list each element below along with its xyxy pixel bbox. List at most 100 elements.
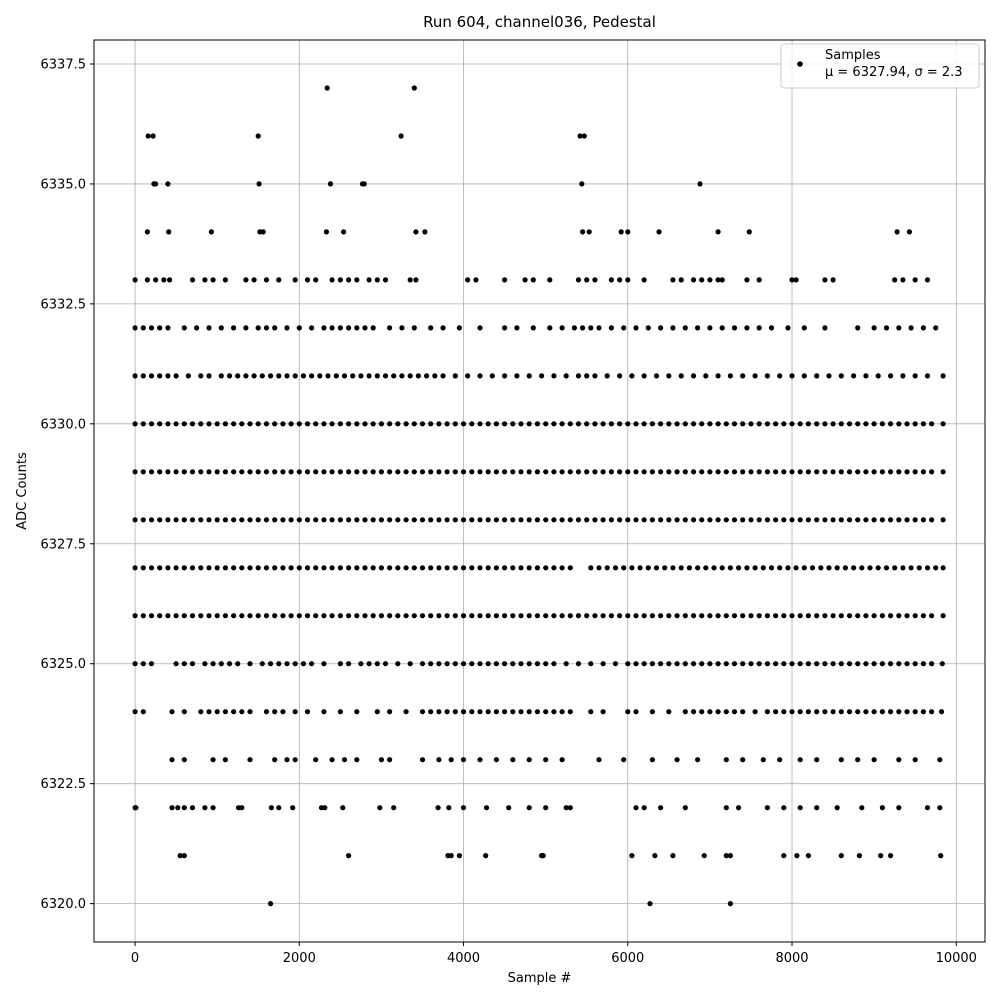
- data-point: [362, 613, 368, 619]
- data-point: [543, 565, 549, 571]
- data-point: [526, 613, 532, 619]
- data-point: [354, 709, 360, 715]
- data-point: [575, 517, 582, 523]
- data-point: [436, 613, 442, 619]
- data-point: [452, 709, 458, 715]
- data-point: [140, 565, 146, 571]
- data-point: [206, 517, 212, 523]
- data-point: [210, 757, 216, 763]
- data-point: [222, 613, 228, 619]
- data-point: [239, 709, 245, 715]
- data-point: [592, 469, 598, 475]
- data-point: [341, 757, 348, 763]
- data-point: [239, 517, 245, 523]
- x-tick-label: 2000: [283, 951, 316, 966]
- data-point: [296, 613, 302, 619]
- data-point: [838, 517, 844, 523]
- data-point: [181, 421, 187, 427]
- data-point: [210, 805, 216, 811]
- data-point: [682, 421, 688, 427]
- data-point: [682, 469, 688, 475]
- data-point: [633, 661, 639, 667]
- data-point: [502, 565, 508, 571]
- data-point: [894, 229, 900, 235]
- data-point: [362, 517, 368, 523]
- data-point: [354, 613, 360, 619]
- data-point: [263, 709, 270, 715]
- data-point: [846, 421, 853, 427]
- data-point: [222, 709, 228, 715]
- data-point: [764, 517, 771, 523]
- data-point: [814, 661, 820, 667]
- data-point: [699, 517, 705, 523]
- data-point: [834, 805, 840, 811]
- data-point: [354, 757, 360, 763]
- data-point: [682, 661, 688, 667]
- data-point: [337, 709, 343, 715]
- data-point: [586, 229, 592, 235]
- data-point: [740, 661, 746, 667]
- data-point: [805, 661, 812, 667]
- data-point: [337, 517, 343, 523]
- data-point: [296, 469, 302, 475]
- data-point: [460, 661, 467, 667]
- data-point: [633, 325, 639, 331]
- y-tick-label: 6337.5: [41, 57, 87, 72]
- data-point: [214, 421, 220, 427]
- data-point: [789, 469, 795, 475]
- data-point: [846, 613, 853, 619]
- data-point: [567, 613, 573, 619]
- data-point: [580, 229, 586, 235]
- data-point: [764, 421, 771, 427]
- data-point: [300, 373, 306, 379]
- data-point: [625, 517, 631, 523]
- data-point: [276, 805, 282, 811]
- data-point: [304, 613, 311, 619]
- data-point: [863, 517, 869, 523]
- data-point: [165, 181, 171, 187]
- data-point: [645, 565, 651, 571]
- data-point: [658, 805, 664, 811]
- data-point: [181, 757, 187, 763]
- data-point: [846, 469, 853, 475]
- data-point: [534, 661, 541, 667]
- data-point: [181, 517, 187, 523]
- data-point: [625, 709, 631, 715]
- data-point: [518, 709, 524, 715]
- data-point: [596, 757, 602, 763]
- data-point: [346, 517, 352, 523]
- data-point: [871, 325, 877, 331]
- data-point: [863, 469, 869, 475]
- data-point: [703, 373, 709, 379]
- data-point: [740, 709, 746, 715]
- data-point: [912, 613, 918, 619]
- data-point: [419, 421, 426, 427]
- data-point: [789, 709, 795, 715]
- data-point: [395, 421, 401, 427]
- data-point: [682, 805, 688, 811]
- data-point: [805, 613, 812, 619]
- data-point: [534, 469, 541, 475]
- data-point: [148, 517, 155, 523]
- data-point: [226, 661, 233, 667]
- data-point: [337, 613, 343, 619]
- data-point: [608, 469, 615, 475]
- data-point: [892, 277, 898, 283]
- data-point: [534, 613, 541, 619]
- data-point: [608, 517, 615, 523]
- data-point: [165, 373, 171, 379]
- data-point: [781, 853, 787, 859]
- data-point: [929, 469, 935, 475]
- data-point: [222, 757, 228, 763]
- data-point: [358, 661, 364, 667]
- data-point: [916, 565, 922, 571]
- data-point: [485, 613, 491, 619]
- data-point: [939, 661, 945, 667]
- data-point: [218, 661, 224, 667]
- data-point: [346, 853, 352, 859]
- data-point: [189, 277, 196, 283]
- data-point: [534, 565, 541, 571]
- data-point: [510, 757, 516, 763]
- data-point: [789, 613, 795, 619]
- data-point: [148, 565, 155, 571]
